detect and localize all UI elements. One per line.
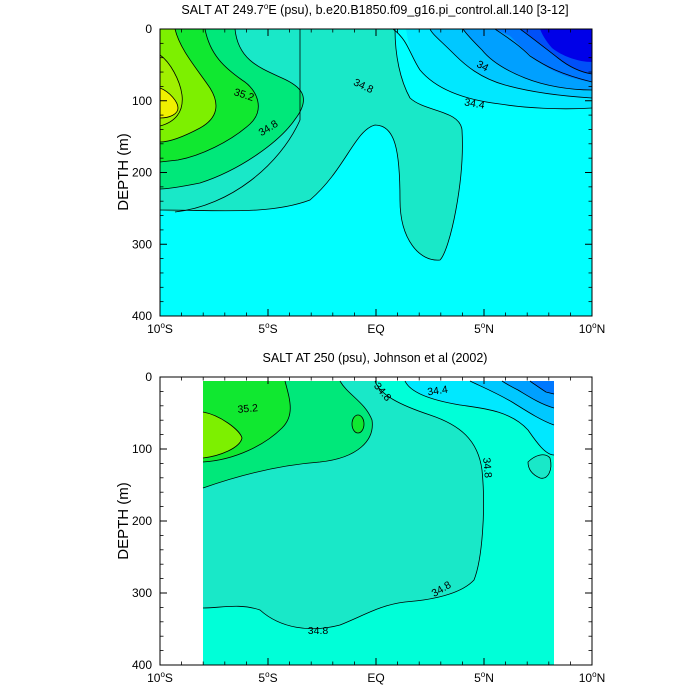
bottom-contour-34.8 [202,380,484,630]
bottom-contour-34.2 [469,380,555,426]
bottom-x-tick-label: 5oN [474,670,494,685]
bottom-contour-eddy [351,414,365,434]
bottom-contour-field [203,381,554,665]
bottom-title: SALT AT 250 (psu), Johnson et al (2002) [263,351,488,365]
top-y-tick-label: 100 [132,94,152,108]
top-region-33.4 [540,29,592,62]
top-y-tick-label: 0 [145,22,152,36]
bottom-y-axis-label: DEPTH (m) [115,482,132,560]
bottom-contour-33.8 [529,380,555,395]
top-x-tick-label: EQ [367,322,384,336]
bottom-contour-35.4 [202,411,243,459]
top-region-35.8 [160,88,178,118]
top-x-tick-label: 5oN [474,321,494,336]
top-y-tick-label: 400 [132,309,152,323]
top-y-tick-label: 200 [132,166,152,180]
bottom-contour-35.2 [202,380,291,463]
top-contour-35.0 [160,29,304,190]
top-contour-lines [160,29,592,261]
bottom-contour-34.0 [501,380,555,409]
top-axis-ticks: 10oS 5oS EQ 5oN 10oN 0 100 200 300 400 [132,22,605,336]
bottom-panel: SALT AT 250 (psu), Johnson et al (2002) [115,351,605,685]
top-title: SALT AT 249.7oE (psu), b.e20.B1850.f09_g… [181,2,568,17]
bottom-x-tick-label: 10oS [147,670,173,685]
bottom-y-tick-label: 0 [145,370,152,384]
bottom-y-tick-label: 400 [132,658,152,672]
bottom-label-34.8d: 34.8 [308,625,329,637]
top-contour-35.2 [160,29,259,163]
bottom-x-tick-label: 10oN [579,670,605,685]
bottom-contour-34.4 [404,380,555,456]
top-contour-field [160,29,592,316]
bottom-contour-pocket [527,454,552,479]
top-contour-33.8 [494,29,592,83]
top-y-tick-label: 300 [132,237,152,251]
top-x-tick-label: 10oN [579,321,605,336]
bottom-contour-35.0 [202,380,373,489]
bottom-label-35.2: 35.2 [237,402,259,416]
bottom-label-34.8b: 34.8 [480,457,494,479]
top-x-tick-label: 10oS [147,321,173,336]
bottom-region-35.4 [203,412,242,458]
top-contour-33.6 [519,29,592,75]
top-contour-34.8b [174,29,301,213]
bottom-region-eddy [352,415,364,433]
top-label-34: 34 [474,58,490,74]
top-label-34.4: 34.4 [463,96,485,111]
top-contour-34.2 [429,29,592,99]
top-panel: SALT AT 249.7oE (psu), b.e20.B1850.f09_g… [115,2,605,336]
top-contour-34.8 [160,29,463,261]
top-contour-35.4 [160,29,217,143]
bottom-x-tick-label: EQ [367,671,384,685]
top-contour-35.6 [160,54,183,127]
top-y-axis-label: DEPTH (m) [115,133,132,211]
bottom-y-tick-label: 200 [132,514,152,528]
bottom-y-tick-label: 300 [132,586,152,600]
top-contour-34.0 [462,29,592,91]
top-x-tick-label: 5oS [258,321,277,336]
bottom-contour-lines [202,380,555,630]
bottom-label-34.4: 34.4 [427,384,449,399]
top-contour-34.4 [392,29,592,110]
bottom-axis-ticks: 10oS 5oS EQ 5oN 10oN 0 100 200 300 400 [132,370,605,685]
bottom-region-34.8-pocket [528,454,551,479]
bottom-x-tick-label: 5oS [258,670,277,685]
bottom-y-tick-label: 100 [132,442,152,456]
bottom-region-33.8 [530,381,554,394]
top-contour-35.8 [160,87,179,119]
